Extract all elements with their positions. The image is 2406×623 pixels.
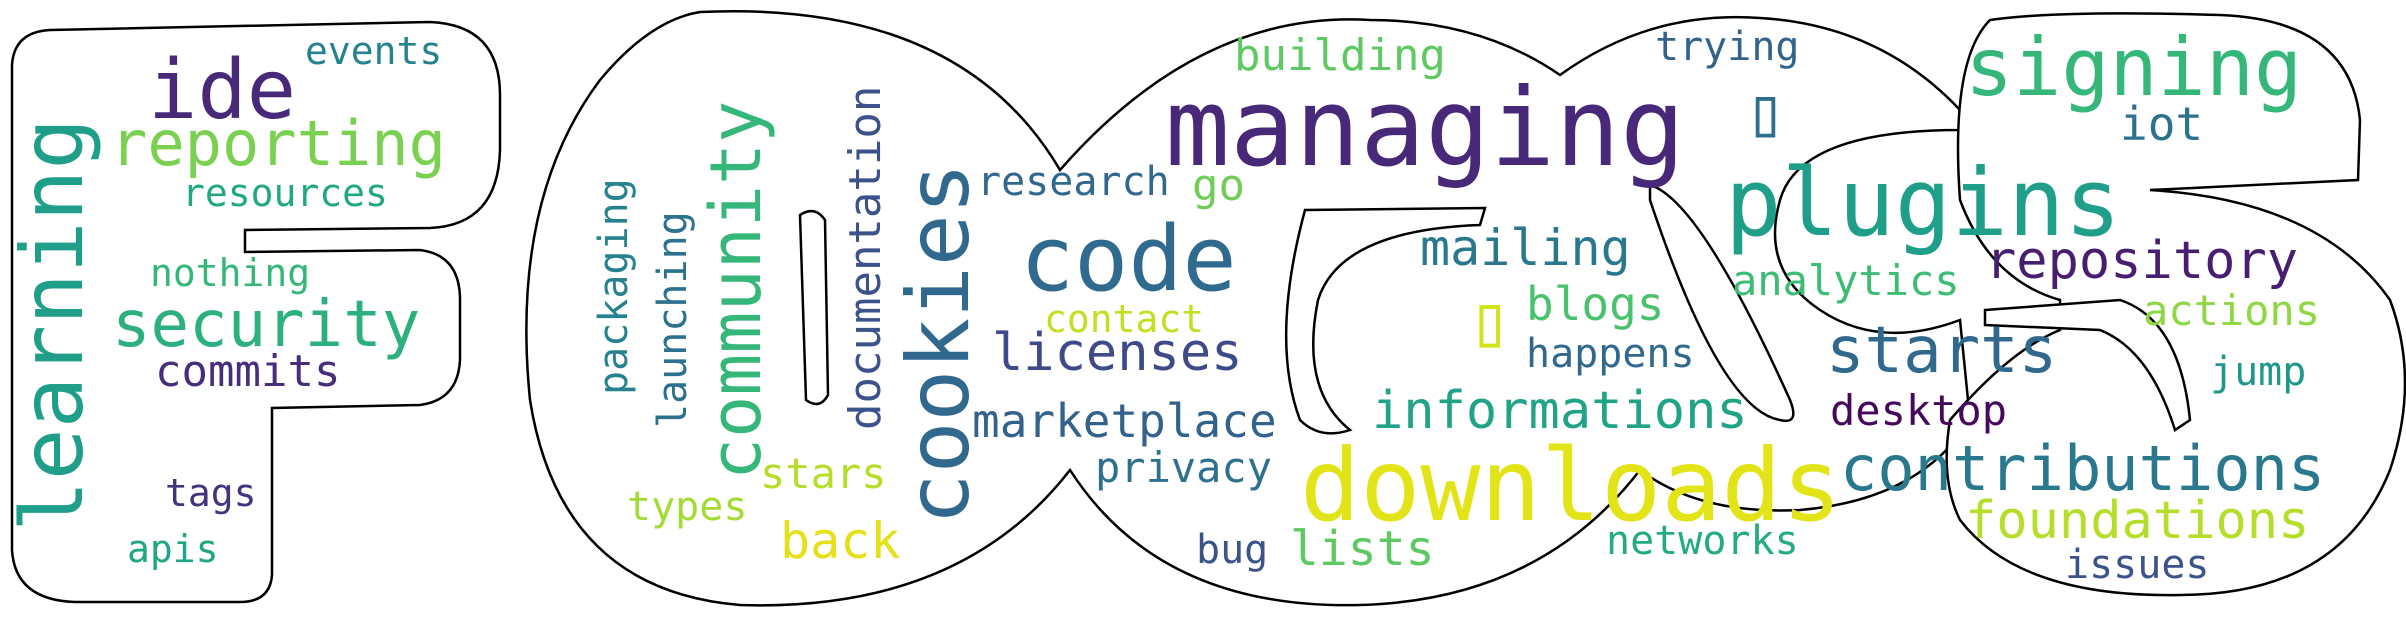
glyph-box-icon-2: ▯ [1468, 278, 1511, 362]
word-happens: happens [1526, 331, 1695, 377]
word-bug: bug [1196, 527, 1268, 573]
word-community: community [695, 101, 777, 480]
word-nothing: nothing [150, 251, 310, 295]
word-signing: signing [1965, 21, 2302, 114]
word-packaging: packaging [591, 178, 637, 395]
word-apis: apis [127, 527, 219, 571]
word-building: building [1234, 30, 1446, 81]
word-security: security [112, 288, 420, 362]
word-cookies: cookies [889, 163, 989, 525]
word-launching: launching [650, 211, 696, 428]
word-repository: repository [1985, 231, 2298, 291]
letter-s-outline [1945, 12, 2406, 597]
word-contributions: contributions [1840, 432, 2325, 505]
word-managing: managing [1165, 66, 1685, 191]
word-networks: networks [1606, 518, 1799, 564]
word-types: types [627, 484, 747, 530]
word-research: research [977, 159, 1170, 205]
glyph-box-icon: ▯ [1745, 73, 1786, 152]
word-contact: contact [1044, 297, 1204, 341]
word-code: code [1020, 207, 1237, 312]
word-desktop: desktop [1830, 386, 2007, 435]
word-back: back [780, 512, 900, 570]
word-privacy: privacy [1095, 443, 1272, 492]
word-lists: lists [1290, 521, 1435, 577]
word-events: events [305, 29, 442, 73]
letter-o-counter [798, 209, 830, 406]
word-analytics: analytics [1732, 256, 1960, 305]
letter-c-counter [1284, 206, 1487, 435]
word-jump: jump [2210, 349, 2306, 395]
word-iot: iot [2120, 97, 2203, 151]
word-reporting: reporting [110, 107, 446, 180]
word-starts: starts [1826, 314, 2057, 388]
word-marketplace: marketplace [972, 394, 1277, 448]
word-informations: informations [1372, 381, 1748, 441]
word-resources: resources [182, 171, 388, 215]
letter-s-counter [1983, 298, 2192, 432]
word-blogs: blogs [1526, 277, 1664, 331]
word-issues: issues [2065, 542, 2210, 588]
letter-c2-counter [1648, 183, 1795, 423]
word-stars: stars [760, 449, 886, 498]
word-learning: learning [3, 118, 103, 532]
letter-f-outline [10, 20, 502, 604]
word-plugins: plugins [1725, 149, 2121, 258]
word-actions: actions [2143, 286, 2320, 335]
word-mailing: mailing [1420, 219, 1631, 277]
word-commits: commits [155, 346, 340, 397]
word-downloads: downloads [1300, 427, 1842, 544]
word-go: go [1192, 160, 1245, 211]
word-licenses: licenses [992, 323, 1242, 383]
word-tags: tags [165, 471, 257, 515]
word-ide: ide [148, 43, 296, 138]
word-trying: trying [1655, 24, 1800, 70]
word-documentation: documentation [840, 86, 891, 430]
word-foundations: foundations [1965, 491, 2309, 551]
